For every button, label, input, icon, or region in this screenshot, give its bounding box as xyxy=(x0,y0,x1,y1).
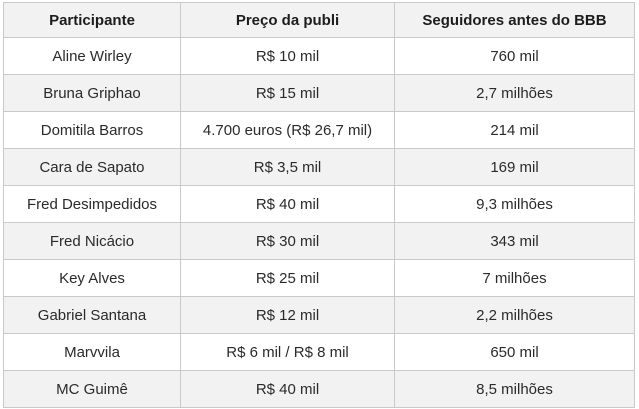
header-followers: Seguidores antes do BBB xyxy=(394,2,635,38)
cell-price: R$ 40 mil xyxy=(180,370,395,408)
table-row: Key Alves R$ 25 mil 7 milhões xyxy=(3,259,635,297)
cell-participant: MC Guimê xyxy=(3,370,181,408)
cell-followers: 8,5 milhões xyxy=(394,370,635,408)
cell-price: R$ 3,5 mil xyxy=(180,148,395,186)
cell-participant: Domitila Barros xyxy=(3,111,181,149)
table-row: Aline Wirley R$ 10 mil 760 mil xyxy=(3,37,635,75)
cell-participant: Aline Wirley xyxy=(3,37,181,75)
cell-price: R$ 12 mil xyxy=(180,296,395,334)
cell-participant: Gabriel Santana xyxy=(3,296,181,334)
cell-followers: 650 mil xyxy=(394,333,635,371)
header-row: Participante Preço da publi Seguidores a… xyxy=(3,2,635,38)
cell-price: R$ 25 mil xyxy=(180,259,395,297)
table-row: Fred Desimpedidos R$ 40 mil 9,3 milhões xyxy=(3,185,635,223)
header-price: Preço da publi xyxy=(180,2,395,38)
cell-followers: 9,3 milhões xyxy=(394,185,635,223)
cell-price: 4.700 euros (R$ 26,7 mil) xyxy=(180,111,395,149)
cell-price: R$ 30 mil xyxy=(180,222,395,260)
cell-followers: 7 milhões xyxy=(394,259,635,297)
cell-participant: Bruna Griphao xyxy=(3,74,181,112)
table-row: Fred Nicácio R$ 30 mil 343 mil xyxy=(3,222,635,260)
cell-followers: 2,2 milhões xyxy=(394,296,635,334)
table-row: Gabriel Santana R$ 12 mil 2,2 milhões xyxy=(3,296,635,334)
cell-followers: 214 mil xyxy=(394,111,635,149)
table-row: Domitila Barros 4.700 euros (R$ 26,7 mil… xyxy=(3,111,635,149)
influencer-price-table: Participante Preço da publi Seguidores a… xyxy=(3,2,635,408)
table-header: Participante Preço da publi Seguidores a… xyxy=(3,2,635,38)
cell-participant: Fred Nicácio xyxy=(3,222,181,260)
cell-price: R$ 15 mil xyxy=(180,74,395,112)
cell-price: R$ 6 mil / R$ 8 mil xyxy=(180,333,395,371)
cell-participant: Key Alves xyxy=(3,259,181,297)
table-body: Aline Wirley R$ 10 mil 760 mil Bruna Gri… xyxy=(3,37,635,408)
cell-price: R$ 40 mil xyxy=(180,185,395,223)
table-row: MC Guimê R$ 40 mil 8,5 milhões xyxy=(3,370,635,408)
cell-participant: Fred Desimpedidos xyxy=(3,185,181,223)
cell-followers: 2,7 milhões xyxy=(394,74,635,112)
cell-price: R$ 10 mil xyxy=(180,37,395,75)
cell-participant: Marvvila xyxy=(3,333,181,371)
cell-followers: 343 mil xyxy=(394,222,635,260)
cell-participant: Cara de Sapato xyxy=(3,148,181,186)
table-row: Cara de Sapato R$ 3,5 mil 169 mil xyxy=(3,148,635,186)
header-participant: Participante xyxy=(3,2,181,38)
table-row: Bruna Griphao R$ 15 mil 2,7 milhões xyxy=(3,74,635,112)
table-row: Marvvila R$ 6 mil / R$ 8 mil 650 mil xyxy=(3,333,635,371)
data-table-container: Participante Preço da publi Seguidores a… xyxy=(3,2,635,408)
cell-followers: 760 mil xyxy=(394,37,635,75)
cell-followers: 169 mil xyxy=(394,148,635,186)
